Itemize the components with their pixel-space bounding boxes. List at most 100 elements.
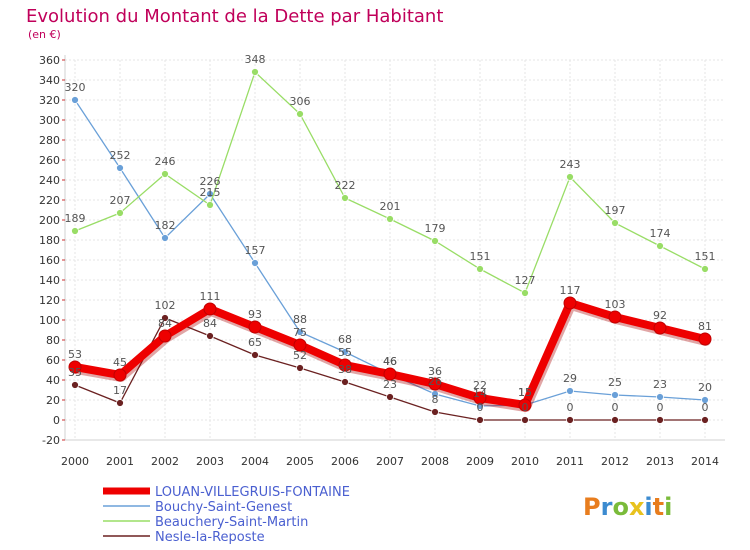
data-label: 55 — [338, 346, 352, 359]
data-label: 215 — [200, 186, 221, 199]
y-tick-label: 80 — [46, 334, 60, 347]
data-point — [656, 416, 664, 424]
x-tick-label: 2010 — [511, 455, 539, 468]
x-tick-label: 2006 — [331, 455, 359, 468]
y-tick-label: 40 — [46, 374, 60, 387]
x-tick-label: 2014 — [691, 455, 719, 468]
data-point — [701, 416, 709, 424]
logo-letter: i — [644, 493, 652, 521]
x-tick-label: 2011 — [556, 455, 584, 468]
data-label: 81 — [698, 320, 712, 333]
data-point — [611, 416, 619, 424]
data-point — [701, 396, 709, 404]
data-label: 8 — [432, 393, 439, 406]
data-point — [71, 227, 79, 235]
y-tick-label: 360 — [39, 54, 60, 67]
data-point — [341, 378, 349, 386]
data-label: 68 — [338, 333, 352, 346]
data-label: 20 — [698, 381, 712, 394]
data-label: 182 — [155, 219, 176, 232]
data-point — [656, 393, 664, 401]
legend-label: Beauchery-Saint-Martin — [155, 515, 308, 530]
data-label: 252 — [110, 149, 131, 162]
data-point — [608, 310, 622, 324]
data-label: 179 — [425, 222, 446, 235]
legend-label: LOUAN-VILLEGRUIS-FONTAINE — [155, 485, 350, 500]
data-point — [341, 194, 349, 202]
data-point — [521, 289, 529, 297]
data-point — [161, 170, 169, 178]
data-label: 151 — [695, 250, 716, 263]
axes: -200204060801001201401601802002202402602… — [39, 54, 725, 468]
y-tick-label: 100 — [39, 314, 60, 327]
data-point — [251, 68, 259, 76]
data-point — [566, 416, 574, 424]
series-0 — [68, 296, 712, 412]
logo-text: Proxiti — [583, 493, 672, 521]
data-point — [473, 391, 487, 405]
data-label: 17 — [113, 384, 127, 397]
data-label: 197 — [605, 204, 626, 217]
data-point — [431, 237, 439, 245]
x-tick-label: 2001 — [106, 455, 134, 468]
data-label: 0 — [612, 401, 619, 414]
y-tick-label: 0 — [53, 414, 60, 427]
data-point — [428, 377, 442, 391]
x-tick-label: 2005 — [286, 455, 314, 468]
data-point — [383, 367, 397, 381]
data-label: 29 — [563, 372, 577, 385]
data-point — [161, 234, 169, 242]
data-point — [563, 296, 577, 310]
data-point — [518, 398, 532, 412]
data-label: 0 — [567, 401, 574, 414]
data-label: 0 — [477, 401, 484, 414]
data-label: 246 — [155, 155, 176, 168]
x-tick-label: 2000 — [61, 455, 89, 468]
data-label: 84 — [158, 317, 172, 330]
y-tick-label: 320 — [39, 94, 60, 107]
data-point — [296, 328, 304, 336]
logo-letter: P — [583, 493, 601, 521]
data-label: 46 — [383, 355, 397, 368]
y-tick-label: 340 — [39, 74, 60, 87]
data-label: 243 — [560, 158, 581, 171]
logo-letter: t — [653, 493, 664, 521]
data-point — [521, 416, 529, 424]
chart-subtitle: (en €) — [28, 28, 61, 41]
series-layer — [68, 68, 712, 424]
data-label: 226 — [200, 175, 221, 188]
data-point — [566, 387, 574, 395]
y-tick-label: 60 — [46, 354, 60, 367]
y-tick-label: 180 — [39, 234, 60, 247]
x-tick-label: 2012 — [601, 455, 629, 468]
data-label: 75 — [293, 326, 307, 339]
data-label: 45 — [113, 356, 127, 369]
data-label: 35 — [68, 366, 82, 379]
data-label: 174 — [650, 227, 671, 240]
y-tick-label: -20 — [42, 434, 60, 447]
data-label: 26 — [428, 375, 442, 388]
data-label: 46 — [383, 355, 397, 368]
y-tick-label: 240 — [39, 174, 60, 187]
y-tick-label: 300 — [39, 114, 60, 127]
data-label: 151 — [470, 250, 491, 263]
data-point — [653, 321, 667, 335]
data-point — [116, 164, 124, 172]
data-label: 102 — [155, 299, 176, 312]
data-point — [431, 408, 439, 416]
series-2 — [71, 68, 709, 297]
grid — [65, 59, 725, 441]
data-label: 0 — [522, 401, 529, 414]
x-tick-label: 2013 — [646, 455, 674, 468]
x-tick-label: 2002 — [151, 455, 179, 468]
legend-label: Bouchy-Saint-Genest — [155, 500, 292, 515]
data-point — [71, 381, 79, 389]
data-label: 88 — [293, 313, 307, 326]
data-point — [203, 302, 217, 316]
data-label: 23 — [653, 378, 667, 391]
data-label: 348 — [245, 53, 266, 66]
data-label: 306 — [290, 95, 311, 108]
data-point — [698, 332, 712, 346]
y-tick-label: 200 — [39, 214, 60, 227]
data-point — [251, 259, 259, 267]
